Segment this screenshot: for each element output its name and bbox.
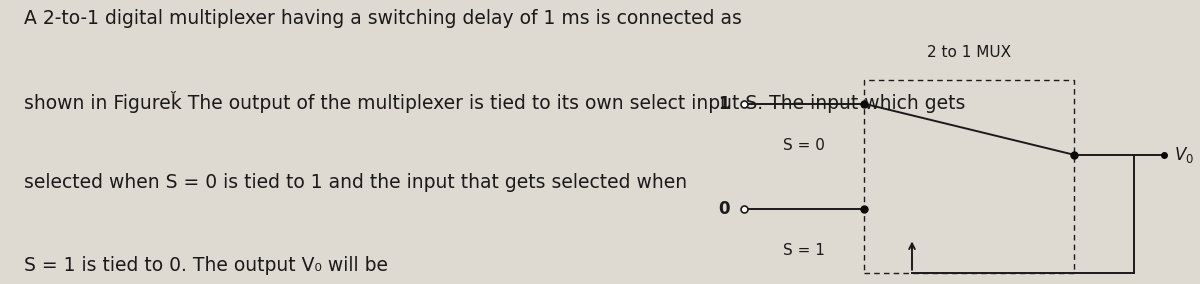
- Text: 1: 1: [718, 95, 730, 113]
- Text: S = 1: S = 1: [784, 243, 824, 258]
- Text: S = 0: S = 0: [784, 138, 824, 153]
- Text: A 2-to-1 digital multiplexer having a switching delay of 1 ms is connected as: A 2-to-1 digital multiplexer having a sw…: [24, 9, 742, 28]
- Text: shown in Figureǩ The output of the multiplexer is tied to its own select input S: shown in Figureǩ The output of the multi…: [24, 91, 965, 113]
- Text: $V_0$: $V_0$: [1174, 145, 1194, 165]
- Text: 0: 0: [718, 200, 730, 218]
- Bar: [864, 80, 1074, 273]
- Text: S = 1 is tied to 0. The output V₀ will be: S = 1 is tied to 0. The output V₀ will b…: [24, 256, 388, 275]
- Text: selected when S = 0 is tied to 1 and the input that gets selected when: selected when S = 0 is tied to 1 and the…: [24, 173, 688, 192]
- Text: 2 to 1 MUX: 2 to 1 MUX: [926, 45, 1012, 60]
